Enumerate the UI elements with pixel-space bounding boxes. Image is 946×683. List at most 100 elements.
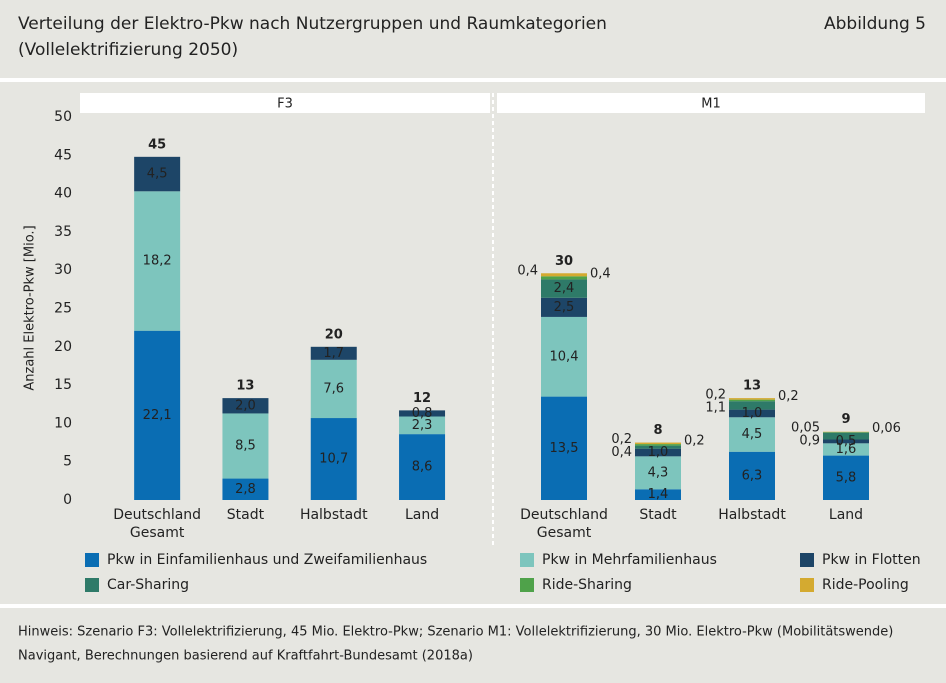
value-label: 0,06	[872, 421, 901, 436]
x-tick-label: Land	[404, 507, 440, 523]
value-label: 1,7	[323, 346, 344, 361]
figure-label: Abbildung 5	[824, 14, 926, 34]
value-label: 8,5	[235, 438, 256, 453]
legend-label: Pkw in Flotten	[822, 552, 921, 568]
total-label: 12	[413, 391, 431, 406]
total-label: 45	[148, 137, 166, 152]
value-label: 4,5	[147, 167, 168, 182]
bar-segment	[134, 156, 181, 192]
value-label: 7,6	[323, 381, 344, 396]
total-label: 13	[236, 379, 254, 394]
bar-segment	[729, 409, 775, 418]
x-tick-label: Deutschland Gesamt	[520, 507, 608, 541]
bar-segment	[222, 398, 269, 414]
chart-subtitle: (Vollelektrifizierung 2050)	[18, 40, 238, 60]
legend-label: Pkw in Einfamilienhaus und Zweifamilienh…	[107, 552, 427, 568]
bar-segment	[222, 413, 269, 479]
chart-title: Verteilung der Elektro-Pkw nach Nutzergr…	[18, 14, 607, 34]
bar-segment	[310, 418, 357, 500]
x-tick-label: Deutschland Gesamt	[113, 507, 202, 541]
y-tick-label: 25	[54, 301, 72, 317]
value-label: 0,4	[517, 263, 538, 278]
y-tick-label: 50	[54, 109, 72, 125]
bar-segment	[823, 432, 869, 440]
value-label: 1,0	[648, 445, 669, 460]
total-label: 13	[743, 379, 761, 394]
note: Hinweis: Szenario F3: Vollelektrifizieru…	[18, 625, 893, 640]
value-label: 0,2	[778, 389, 799, 404]
bar-segment	[823, 455, 869, 500]
y-tick-label: 40	[54, 186, 72, 202]
legend-label: Ride-Sharing	[542, 577, 632, 593]
value-label: 18,2	[143, 254, 172, 269]
y-tick-label: 0	[63, 492, 72, 508]
bar-segment	[399, 410, 446, 417]
y-tick-label: 30	[54, 262, 72, 278]
bar-segment	[310, 346, 357, 360]
panel-header	[80, 93, 490, 113]
panel-title: F3	[277, 97, 293, 112]
value-label: 13,5	[550, 441, 579, 456]
bar-segment	[823, 443, 869, 456]
y-tick-label: 15	[54, 377, 72, 393]
separator	[0, 78, 946, 82]
value-label: 4,5	[742, 427, 763, 442]
bar-segment	[729, 398, 775, 400]
y-tick-label: 10	[54, 415, 72, 431]
legend-label: Car-Sharing	[107, 577, 189, 593]
bar-segment	[635, 448, 681, 457]
x-tick-label: Stadt	[639, 507, 677, 523]
value-label: 0,9	[799, 433, 820, 448]
value-label: 10,4	[550, 349, 579, 364]
bar-segment	[729, 417, 775, 452]
bar-segment	[399, 434, 446, 500]
bar-segment	[729, 401, 775, 410]
value-label: 4,3	[648, 465, 669, 480]
panel-header	[497, 93, 925, 113]
y-tick-label: 35	[54, 224, 72, 240]
bar-segment	[635, 456, 681, 490]
value-label: 0,4	[590, 266, 611, 281]
value-label: 1,6	[836, 442, 857, 457]
value-label: 0,2	[705, 387, 726, 402]
y-axis-label: Anzahl Elektro-Pkw [Mio.]	[23, 225, 38, 390]
value-label: 8,6	[412, 460, 433, 475]
x-tick-label: Land	[828, 507, 864, 523]
value-label: 2,5	[554, 300, 575, 315]
value-label: 0,4	[611, 445, 632, 460]
source: Navigant, Berechnungen basierend auf Kra…	[18, 649, 473, 664]
value-label: 0,8	[412, 406, 433, 421]
bar-segment	[134, 330, 181, 500]
value-label: 2,4	[554, 281, 575, 296]
bar-segment	[134, 191, 181, 331]
value-label: 2,0	[235, 398, 256, 413]
value-label: 1,4	[648, 487, 669, 502]
bar-segment	[541, 279, 587, 298]
bar-segment	[635, 489, 681, 500]
value-label: 2,8	[235, 482, 256, 497]
separator	[0, 604, 946, 608]
legend-swatch	[85, 553, 99, 567]
bar-segment	[635, 442, 681, 445]
bar-segment	[541, 297, 587, 317]
x-tick-label: Stadt	[226, 507, 265, 523]
legend-swatch	[85, 578, 99, 592]
bar-segment	[541, 273, 587, 277]
value-label: 1,0	[742, 406, 763, 421]
bar-segment	[635, 445, 681, 449]
value-label: 5,8	[836, 470, 857, 485]
value-label: 0,05	[791, 420, 820, 435]
total-label: 9	[841, 412, 850, 427]
bar-segment	[399, 416, 446, 435]
bar-segment	[541, 396, 587, 500]
panel-title: M1	[701, 97, 721, 112]
bar-segment	[729, 451, 775, 500]
bar-segment	[823, 439, 869, 444]
bar-segment	[729, 399, 775, 402]
value-label: 6,3	[742, 468, 763, 483]
legend-label: Pkw in Mehrfamilienhaus	[542, 552, 717, 568]
value-label: 0,2	[684, 433, 705, 448]
value-label: 10,7	[319, 452, 348, 467]
